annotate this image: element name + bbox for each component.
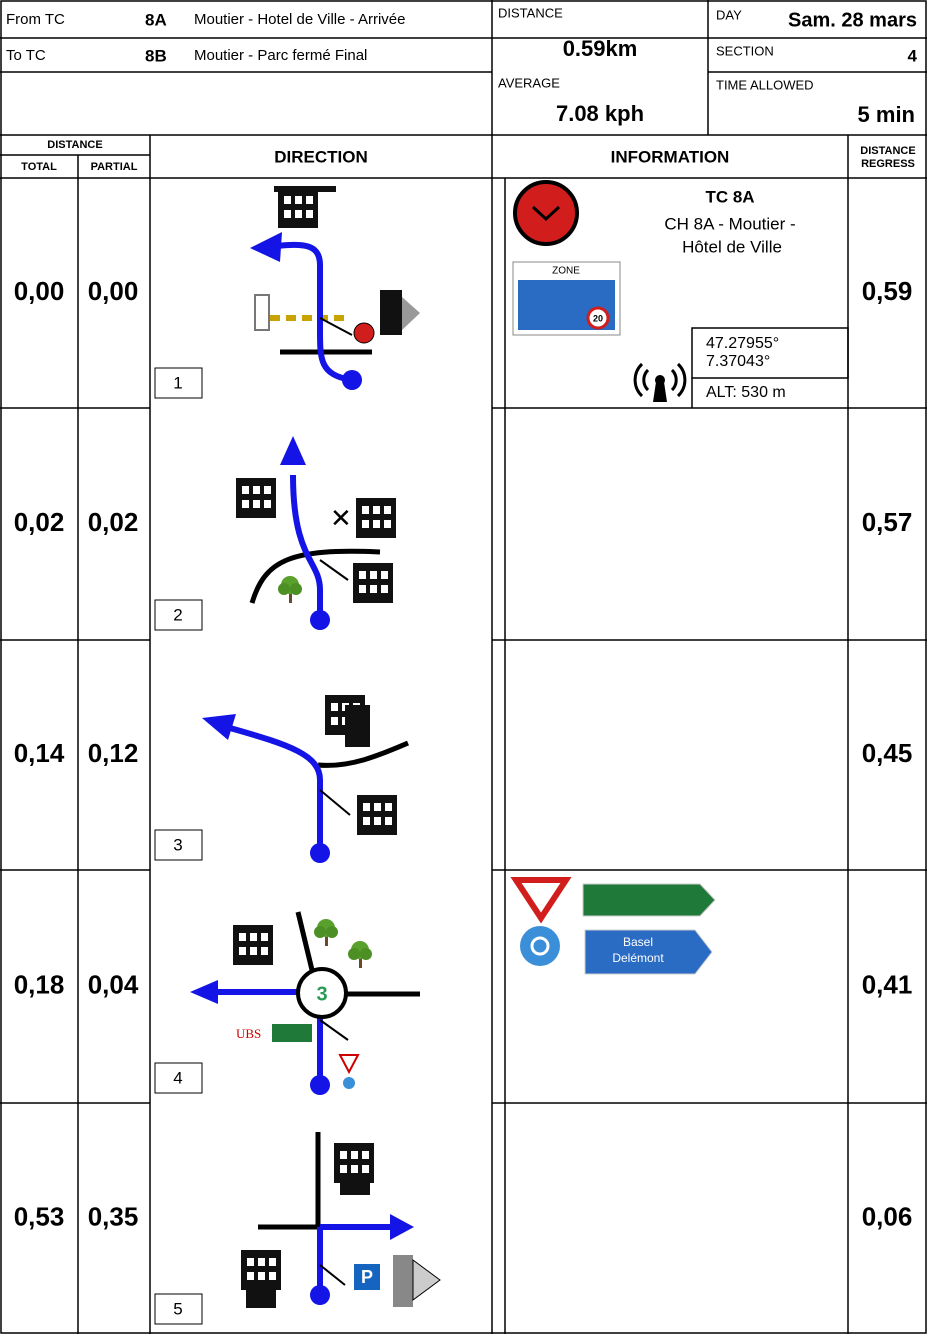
col-information: INFORMATION — [611, 147, 730, 166]
info-panel: TC 8A CH 8A - Moutier - Hôtel de Ville Z… — [512, 180, 849, 408]
partial-distance: 0,35 — [88, 1201, 139, 1231]
longitude: 7.37043° — [706, 353, 770, 370]
to-label: To TC — [6, 47, 46, 64]
partial-distance: 0,00 — [88, 276, 139, 306]
direction-diagram — [250, 186, 420, 390]
average: 7.08 kph — [556, 101, 644, 126]
step-box — [154, 1293, 203, 1325]
info-text: Hôtel de Ville — [682, 237, 782, 256]
col-regress: REGRESS — [861, 158, 915, 170]
distance-label: DISTANCE — [498, 5, 563, 20]
total-distance: 0,02 — [14, 507, 65, 537]
direction-diagram: P — [241, 1132, 441, 1308]
direction-diagram: ✕ — [236, 436, 396, 630]
col-direction: DIRECTION — [274, 147, 368, 166]
parking-sign: P — [361, 1267, 373, 1287]
speed-limit: 20 — [593, 313, 603, 323]
col-total: TOTAL — [21, 161, 57, 173]
sign-text: Delémont — [612, 951, 664, 965]
step-number: 1 — [173, 373, 182, 392]
average-label: AVERAGE — [498, 75, 560, 90]
col-regress: DISTANCE — [860, 145, 915, 157]
latitude: 47.27955° — [706, 335, 779, 352]
regress-distance: 0,06 — [862, 1201, 913, 1231]
direction-diagram — [202, 695, 409, 863]
partial-distance: 0,04 — [88, 969, 139, 999]
info-text: CH 8A - Moutier - — [664, 214, 795, 233]
step-number: 4 — [173, 1068, 182, 1087]
day-label: DAY — [716, 7, 742, 22]
distance: 0.59km — [563, 36, 638, 61]
time-allowed: 5 min — [858, 102, 915, 127]
regress-distance: 0,45 — [862, 738, 913, 768]
from-code: 8A — [145, 10, 167, 29]
step-number: 5 — [173, 1299, 182, 1318]
step-box — [154, 1062, 203, 1094]
info-title: TC 8A — [705, 187, 754, 206]
day: Sam. 28 mars — [788, 9, 917, 31]
restaurant-icon: ✕ — [330, 503, 352, 533]
roundabout-exit: 3 — [316, 983, 327, 1005]
from-label: From TC — [6, 11, 65, 28]
total-distance: 0,00 — [14, 276, 65, 306]
col-partial: PARTIAL — [91, 161, 138, 173]
sign-text: Basel — [623, 935, 653, 949]
info-panel: Basel Delémont — [510, 877, 716, 975]
col-distance: DISTANCE — [47, 139, 102, 151]
total-distance: 0,18 — [14, 969, 65, 999]
direction-diagram: 3 UBS — [190, 911, 420, 1095]
regress-distance: 0,59 — [862, 276, 913, 306]
regress-distance: 0,57 — [862, 507, 913, 537]
altitude: ALT: 530 m — [706, 384, 786, 401]
step-box — [154, 829, 203, 861]
section: 4 — [908, 46, 918, 65]
from-name: Moutier - Hotel de Ville - Arrivée — [194, 11, 405, 28]
partial-distance: 0,02 — [88, 507, 139, 537]
section-label: SECTION — [716, 43, 774, 58]
partial-distance: 0,12 — [88, 738, 139, 768]
total-distance: 0,14 — [14, 738, 65, 768]
step-number: 2 — [173, 605, 182, 624]
regress-distance: 0,41 — [862, 969, 913, 999]
time-label: TIME ALLOWED — [716, 77, 814, 92]
to-name: Moutier - Parc fermé Final — [194, 47, 367, 64]
step-box — [154, 599, 203, 631]
step-number: 3 — [173, 835, 182, 854]
step-box — [154, 367, 203, 399]
zone-sign: ZONE — [552, 266, 580, 277]
total-distance: 0,53 — [14, 1201, 65, 1231]
to-code: 8B — [145, 46, 167, 65]
bank-label: UBS — [236, 1026, 261, 1041]
